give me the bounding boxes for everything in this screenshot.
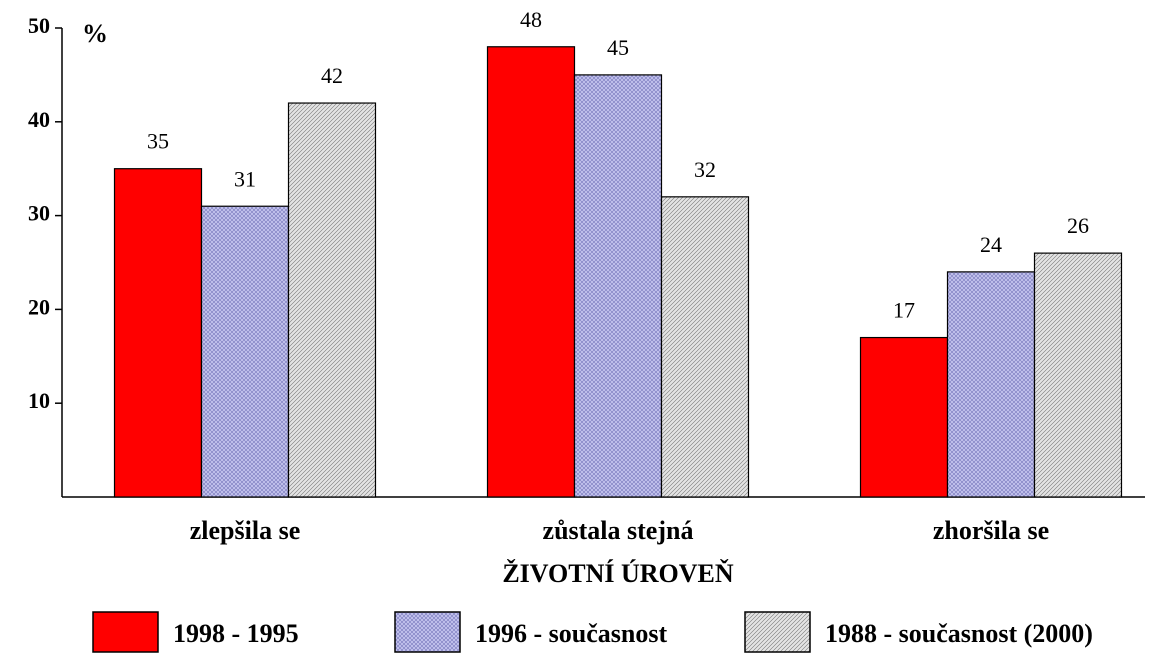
y-tick-label: 30	[28, 201, 50, 226]
y-axis-label: %	[82, 19, 108, 48]
x-tick-label: zůstala stejná	[543, 516, 694, 545]
value-label: 35	[147, 129, 169, 154]
legend-swatch	[394, 611, 461, 653]
value-label: 45	[607, 35, 629, 60]
value-label: 42	[321, 63, 343, 88]
value-label: 26	[1067, 213, 1089, 238]
y-tick-label: 10	[28, 388, 50, 413]
legend-swatch	[92, 611, 159, 653]
x-axis-label: ŽIVOTNÍ ÚROVEŇ	[502, 559, 734, 588]
value-label: 32	[694, 157, 716, 182]
bar	[200, 205, 290, 498]
bar	[1033, 252, 1123, 498]
x-tick-label: zlepšila se	[190, 516, 301, 545]
y-tick-label: 20	[28, 294, 50, 319]
legend-swatch	[744, 611, 811, 653]
bar	[859, 336, 949, 498]
value-label: 31	[234, 166, 256, 191]
bar	[946, 271, 1036, 498]
bar	[486, 46, 576, 498]
bar	[287, 102, 377, 498]
x-tick-label: zhoršila se	[933, 516, 1049, 545]
legend-label: 1998 - 1995	[173, 619, 299, 648]
value-label: 48	[520, 7, 542, 32]
bar	[660, 196, 750, 498]
bar	[573, 74, 663, 498]
bar	[113, 168, 203, 498]
y-tick-label: 50	[28, 13, 50, 38]
y-tick-label: 40	[28, 107, 50, 132]
legend-label: 1988 - současnost (2000)	[825, 619, 1093, 648]
legend-label: 1996 - současnost	[475, 619, 667, 648]
value-label: 17	[893, 298, 915, 323]
value-label: 24	[980, 232, 1002, 257]
